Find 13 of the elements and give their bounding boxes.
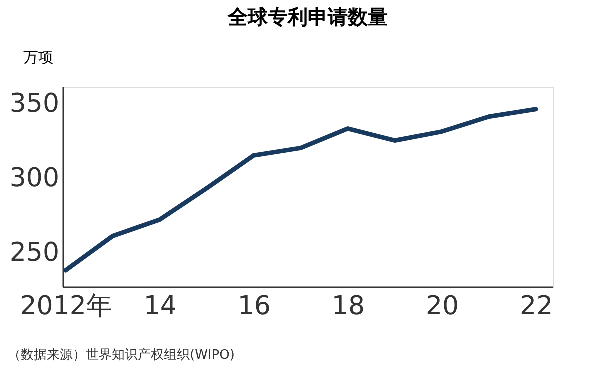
- x-tick-label: 20: [426, 292, 460, 322]
- chart-title: 全球专利申请数量: [227, 5, 388, 29]
- y-tick-label: 250: [10, 238, 60, 268]
- x-tick-label: 2012年: [20, 292, 112, 322]
- text: （数据来源）世界知识产权组织(WIPO): [8, 348, 235, 363]
- x-tick-label: 22: [520, 292, 554, 322]
- x-tick-label: 16: [238, 292, 271, 322]
- line-series: [64, 107, 538, 273]
- y-tick-label: 300: [10, 164, 60, 194]
- y-tick-label: 350: [10, 88, 60, 119]
- y-axis-title: 万项: [24, 48, 54, 66]
- x-tick-label: 14: [144, 292, 177, 322]
- x-tick-label: 18: [332, 292, 366, 322]
